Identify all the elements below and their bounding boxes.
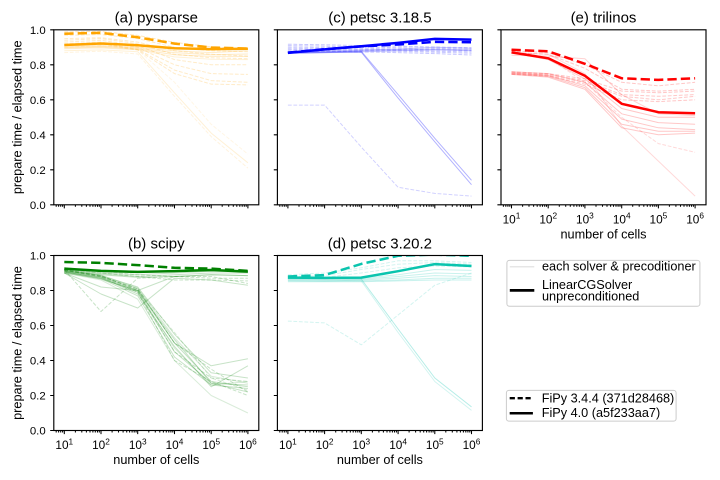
svg-text:number of cells: number of cells: [560, 228, 646, 242]
svg-text:0.8: 0.8: [30, 60, 46, 72]
svg-text:1.0: 1.0: [30, 251, 46, 263]
svg-text:(e) trilinos: (e) trilinos: [571, 10, 637, 27]
svg-text:number of cells: number of cells: [113, 453, 199, 467]
svg-text:0.0: 0.0: [30, 200, 46, 212]
svg-text:0.4: 0.4: [30, 130, 46, 142]
svg-text:prepare time / elapsed time: prepare time / elapsed time: [11, 40, 25, 194]
svg-text:FiPy 3.4.4 (371d28468): FiPy 3.4.4 (371d28468): [542, 392, 675, 406]
svg-text:0.6: 0.6: [30, 95, 46, 107]
svg-text:0.6: 0.6: [30, 321, 46, 333]
svg-text:FiPy 4.0 (a5f233aa7): FiPy 4.0 (a5f233aa7): [542, 406, 661, 420]
svg-text:0.8: 0.8: [30, 286, 46, 298]
svg-text:number of cells: number of cells: [337, 453, 423, 467]
svg-text:1.0: 1.0: [30, 25, 46, 37]
svg-text:0.0: 0.0: [30, 426, 46, 438]
svg-text:(d) petsc 3.20.2: (d) petsc 3.20.2: [328, 235, 432, 252]
svg-text:LinearCGSolver: LinearCGSolver: [542, 278, 633, 292]
svg-text:prepare time / elapsed time: prepare time / elapsed time: [11, 266, 25, 420]
svg-text:0.2: 0.2: [30, 391, 46, 403]
svg-text:each solver & precoditioner: each solver & precoditioner: [542, 259, 697, 273]
svg-text:0.4: 0.4: [30, 356, 46, 368]
svg-text:(c) petsc 3.18.5: (c) petsc 3.18.5: [328, 10, 431, 27]
svg-text:(b) scipy: (b) scipy: [128, 235, 185, 252]
svg-text:(a) pysparse: (a) pysparse: [115, 10, 198, 27]
svg-text:unpreconditioned: unpreconditioned: [542, 290, 639, 304]
svg-text:0.2: 0.2: [30, 165, 46, 177]
